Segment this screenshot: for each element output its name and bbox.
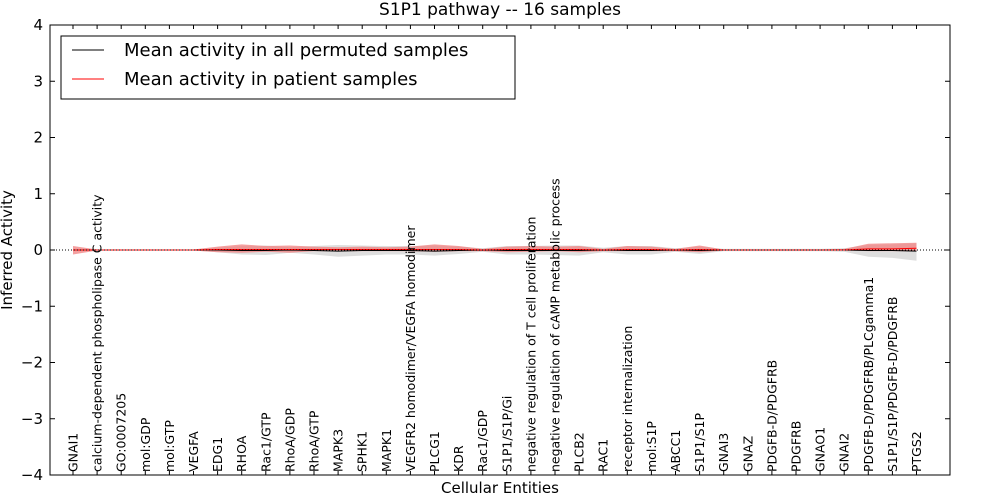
category-label: RAC1 xyxy=(596,439,611,472)
category-label: PLCG1 xyxy=(427,431,442,472)
category-label: ABCC1 xyxy=(668,430,683,472)
category-label: PDGFRB xyxy=(789,421,804,472)
category-label: negative regulation of cAMP metabolic pr… xyxy=(548,178,563,472)
series-band-1 xyxy=(73,243,917,261)
category-label: GNAI1 xyxy=(66,433,81,472)
y-tick-label: 2 xyxy=(33,129,43,147)
series-band-2 xyxy=(73,242,917,255)
y-tick-label: 3 xyxy=(33,72,43,90)
category-label: MAPK3 xyxy=(331,429,346,472)
category-label: GNAI2 xyxy=(837,433,852,472)
category-label: PLCB2 xyxy=(572,432,587,472)
category-label: mol:GDP xyxy=(138,417,153,472)
category-label: S1P1/S1P xyxy=(692,413,707,472)
legend-entry-2: Mean activity in patient samples xyxy=(124,69,418,90)
category-label: KDR xyxy=(451,445,466,472)
axes: −4 −3 −2 −1 0 1 2 3 4 xyxy=(21,16,951,484)
category-label: GO:0007205 xyxy=(114,393,129,472)
category-label: PTGS2 xyxy=(909,431,924,472)
y-axis-label: Inferred Activity xyxy=(0,190,16,310)
category-label: PDGFB-D/PDGFRB/PLCgamma1 xyxy=(861,277,876,472)
category-label: EDG1 xyxy=(210,437,225,472)
category-label: RHOA xyxy=(234,435,249,472)
category-label: mol:GTP xyxy=(162,420,177,472)
category-label: GNAO1 xyxy=(813,427,828,472)
category-label: RhoA/GDP xyxy=(282,408,297,472)
y-tick-label: 0 xyxy=(33,241,43,259)
legend-box xyxy=(60,35,516,100)
category-label: S1P1/S1P/PDGFB-D/PDGFRB xyxy=(885,297,900,473)
chart-title: S1P1 pathway -- 16 samples xyxy=(379,0,621,20)
legend-entry-1: Mean activity in all permuted samples xyxy=(124,40,468,61)
category-label: VEGFA xyxy=(186,431,201,472)
category-labels: GNAI1 calcium-dependent phospholipase C a… xyxy=(66,178,925,472)
category-label: PDGFB-D/PDGFRB xyxy=(764,360,779,472)
category-label: negative regulation of T cell proliferat… xyxy=(523,217,538,472)
category-label: S1P1/S1P/Gi xyxy=(499,396,514,472)
category-label: RhoA/GTP xyxy=(307,410,322,472)
category-label: Rac1/GDP xyxy=(475,410,490,472)
y-tick-label: 4 xyxy=(33,16,43,34)
category-label: receptor internalization xyxy=(620,326,635,472)
category-label: VEGFR2 homodimer/VEGFA homodimer xyxy=(403,225,418,472)
y-tick-label: −1 xyxy=(21,297,43,315)
category-label: calcium-dependent phospholipase C activi… xyxy=(90,194,105,472)
y-tick-label: 1 xyxy=(33,185,43,203)
category-label: MAPK1 xyxy=(379,429,394,472)
y-tick-label: −3 xyxy=(21,410,43,428)
y-tick-label: −2 xyxy=(21,354,43,372)
legend: Mean activity in all permuted samples Mea… xyxy=(60,35,516,100)
category-label: GNAI3 xyxy=(716,433,731,472)
category-label: SPHK1 xyxy=(355,431,370,472)
plot-area xyxy=(50,242,950,261)
x-axis-label: Cellular Entities xyxy=(441,479,559,497)
category-label: mol:S1P xyxy=(644,421,659,472)
category-label: GNAZ xyxy=(740,436,755,472)
y-tick-label: −4 xyxy=(21,466,43,484)
category-label: Rac1/GTP xyxy=(258,412,273,472)
